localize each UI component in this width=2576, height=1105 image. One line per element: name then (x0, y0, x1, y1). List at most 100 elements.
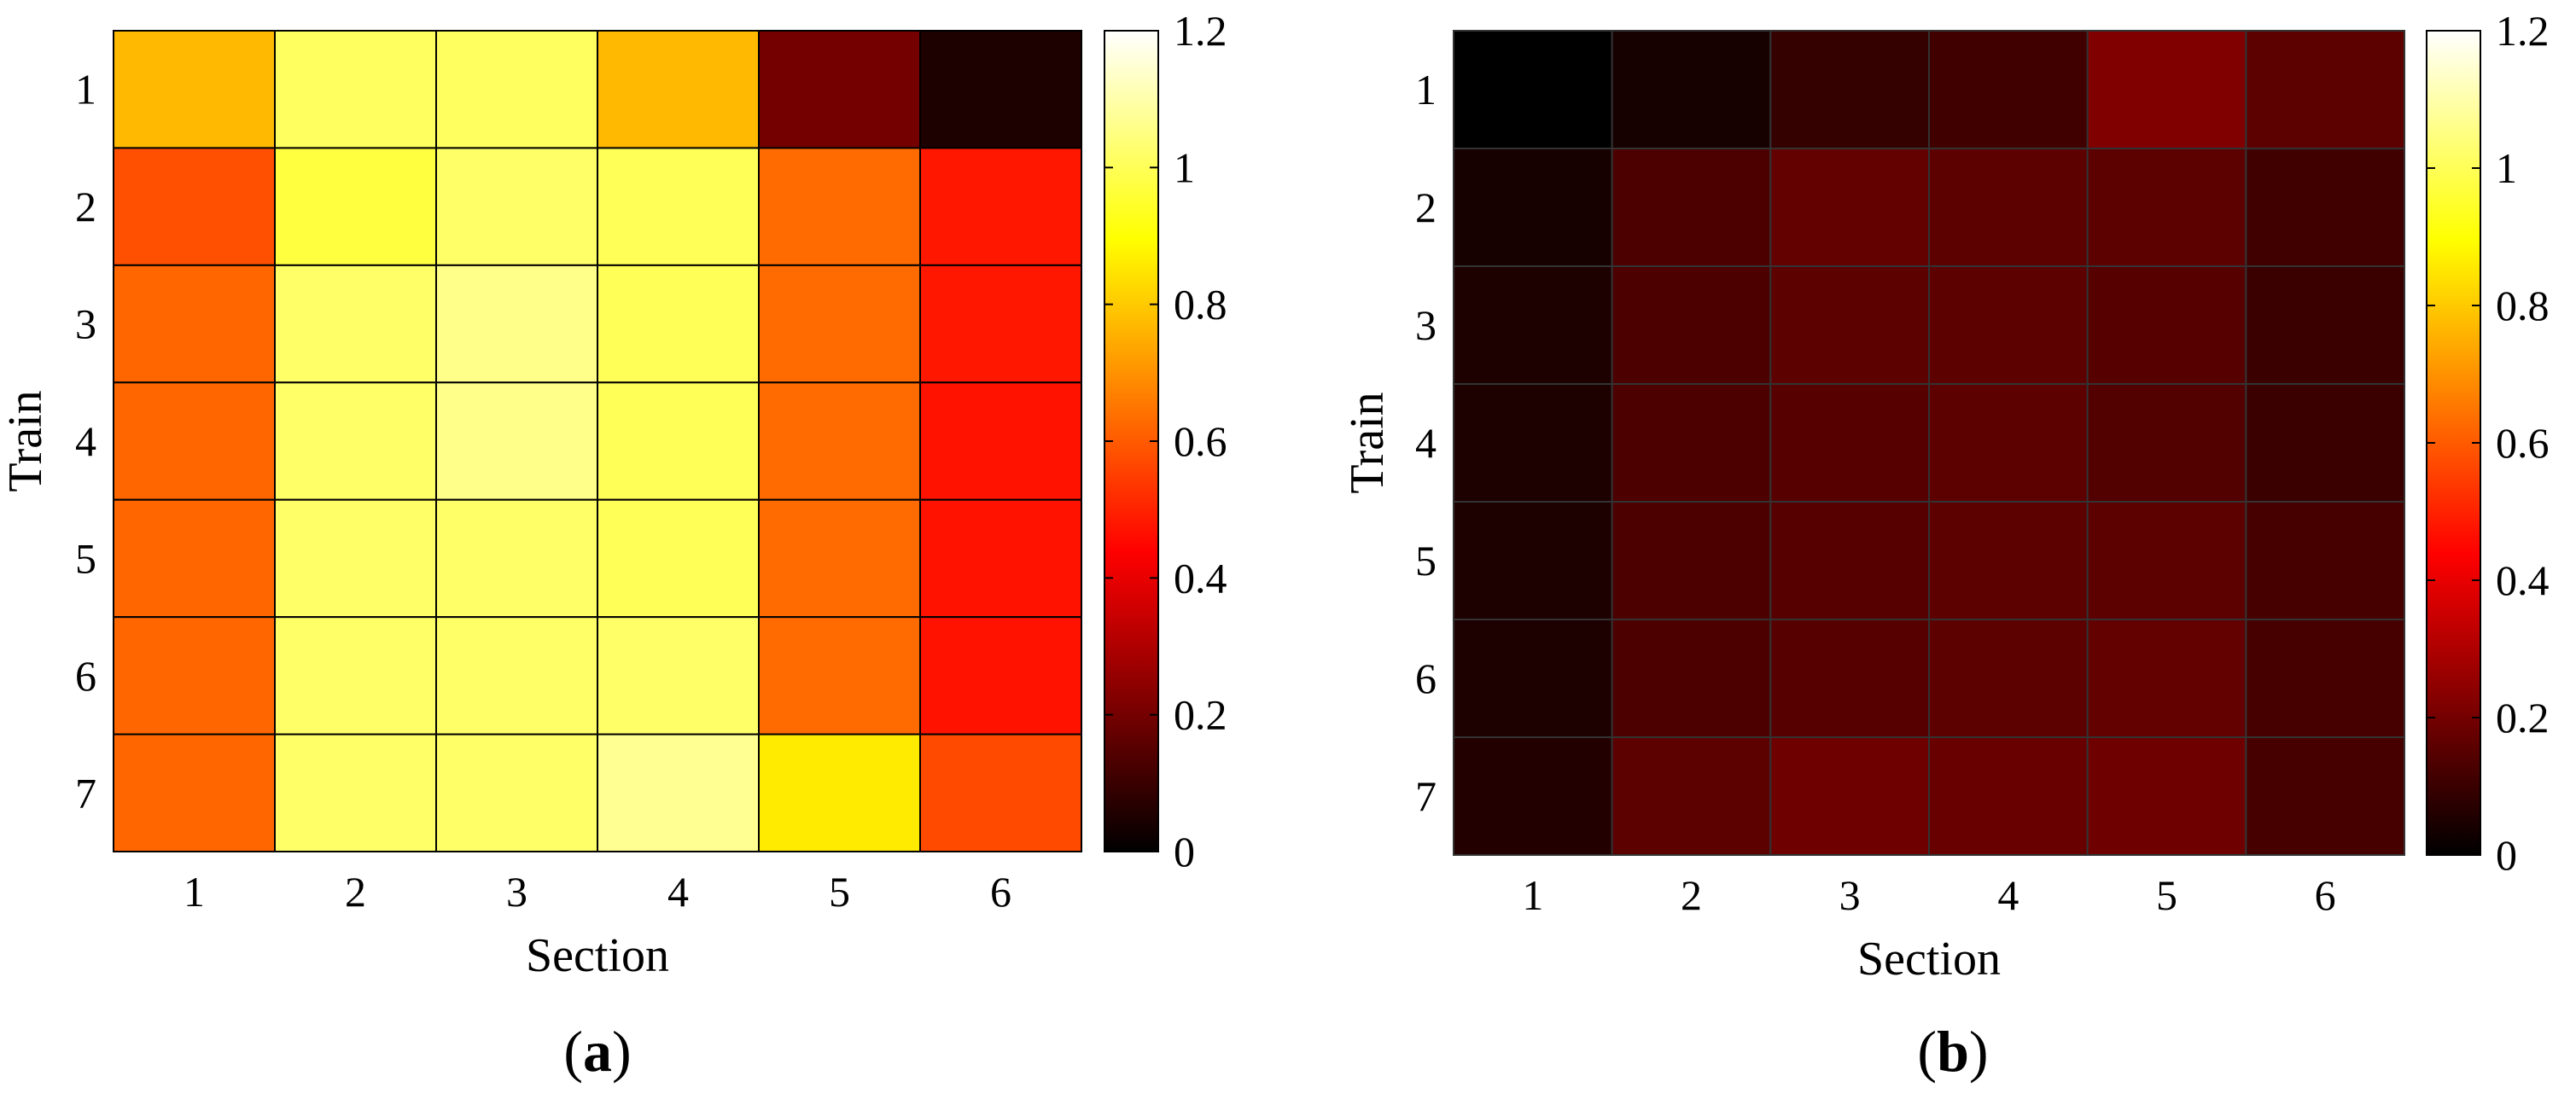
heatmap-cell (759, 500, 920, 617)
heatmap-cell (1770, 737, 1929, 855)
heatmap-cell (1770, 266, 1929, 384)
heatmap-cell (1929, 737, 2088, 855)
x-tick-label: 6 (2315, 871, 2336, 919)
heatmap-cell (759, 265, 920, 382)
x-axis-label: Section (1857, 933, 2001, 986)
y-tick-label: 6 (75, 652, 96, 700)
heatmap-cell (920, 31, 1081, 148)
heatmap-cell (114, 148, 275, 265)
heatmap-cell (2246, 31, 2404, 148)
x-tick-label: 1 (184, 868, 205, 916)
heatmap-cell (1929, 148, 2088, 266)
y-tick-label: 1 (1415, 66, 1437, 113)
heatmap-cell (2088, 737, 2247, 855)
x-axis-label: Section (526, 929, 669, 982)
heatmap-cell (1929, 31, 2088, 148)
y-tick-label: 3 (75, 300, 96, 348)
heatmap-cell (1454, 502, 1612, 619)
heatmap-cell (597, 382, 759, 499)
heatmap-cell (1770, 502, 1929, 619)
y-tick-label: 7 (1415, 772, 1437, 820)
heatmap-cell (920, 148, 1081, 265)
heatmap-cell (1454, 384, 1612, 502)
heatmap-cell (275, 617, 436, 734)
heatmap-cell (1929, 384, 2088, 502)
y-tick-label: 3 (1415, 301, 1437, 349)
heatmap-cell (597, 31, 759, 148)
heatmap-cell (1612, 266, 1771, 384)
heatmap-cell (1454, 148, 1612, 266)
heatmap-cell (759, 617, 920, 734)
heatmap-cell (597, 500, 759, 617)
heatmap-cell (597, 617, 759, 734)
colorbar-tick-label: 1 (2496, 144, 2517, 192)
heatmap-cell (2246, 502, 2404, 619)
heatmap-cell (1612, 31, 1771, 148)
heatmap-cell (436, 31, 597, 148)
heatmap-cell (2088, 502, 2247, 619)
heatmap-cell (1454, 619, 1612, 737)
heatmap-cell (2246, 619, 2404, 737)
x-tick-label: 5 (829, 868, 850, 916)
y-tick-label: 7 (75, 769, 96, 817)
heatmap-cell (1770, 384, 1929, 502)
heatmap-cell (1454, 266, 1612, 384)
heatmap-cell (597, 148, 759, 265)
y-tick-label: 6 (1415, 654, 1437, 702)
heatmap-panel-a: 1 2 3 4 5 6 1 2 3 4 5 6 7 Section Train 0 0.2 0.4 0.6 0.8 1 1… (0, 7, 1227, 1084)
colorbar-tick-label: 0.8 (2496, 282, 2550, 329)
heatmap-cell (759, 148, 920, 265)
heatmap-cell (1454, 737, 1612, 855)
colorbar-tick-label: 0.6 (2496, 419, 2550, 467)
colorbar-tick-label: 0 (2496, 831, 2517, 879)
y-tick-label: 5 (1415, 537, 1437, 584)
panel-label: (b) (1917, 1019, 1988, 1084)
heatmap-cell (275, 382, 436, 499)
colorbar-tick-label: 1.2 (2496, 7, 2550, 55)
y-tick-label: 2 (75, 183, 96, 230)
heatmap-cell (114, 265, 275, 382)
heatmap-cell (2246, 384, 2404, 502)
heatmap-cell (275, 265, 436, 382)
heatmap-cell (597, 265, 759, 382)
heatmap-cell (114, 382, 275, 499)
heatmap-panel-b: 1 2 3 4 5 61234567SectionTrain00.20.40.60.811… (1341, 7, 2550, 1084)
x-tick-label: 3 (506, 868, 527, 916)
heatmap-cell (759, 735, 920, 852)
x-tick-label: 4 (1997, 871, 2019, 919)
heatmap-cell (1612, 737, 1771, 855)
heatmap-cell (114, 617, 275, 734)
colorbar-tick-label: 0.4 (2496, 556, 2550, 604)
heatmap-cell (275, 31, 436, 148)
x-tick-label: 6 (990, 868, 1011, 916)
heatmap-cell (1612, 619, 1771, 737)
colorbar-tick-label: 0 (1174, 828, 1195, 875)
colorbar-tick-label: 1.2 (1174, 7, 1227, 55)
y-tick-label: 5 (75, 534, 96, 582)
heatmap-cell (436, 265, 597, 382)
heatmap-cell (1770, 31, 1929, 148)
heatmap-cell (1612, 384, 1771, 502)
y-tick-label: 2 (1415, 183, 1437, 231)
x-tick-label: 4 (667, 868, 689, 916)
heatmap-cell (275, 500, 436, 617)
heatmap-cell (920, 382, 1081, 499)
x-tick-label: 2 (345, 868, 366, 916)
heatmap-cell (1612, 148, 1771, 266)
heatmap-cell (2246, 266, 2404, 384)
heatmap-cell (759, 31, 920, 148)
colorbar-tick-label: 0.6 (1174, 417, 1227, 465)
heatmap-cell (920, 617, 1081, 734)
x-tick-label: 5 (2156, 871, 2177, 919)
heatmap-cell (920, 735, 1081, 852)
heatmap-cell (275, 735, 436, 852)
heatmap-cell (2088, 31, 2247, 148)
heatmap-cell (436, 500, 597, 617)
heatmap-cell (1929, 502, 2088, 619)
heatmap-cell (1770, 619, 1929, 737)
panel-label: (a) (563, 1019, 631, 1084)
heatmap-cell (2246, 737, 2404, 855)
y-tick-label: 1 (75, 66, 96, 113)
heatmap-cell (2246, 148, 2404, 266)
heatmap-cell (2088, 384, 2247, 502)
